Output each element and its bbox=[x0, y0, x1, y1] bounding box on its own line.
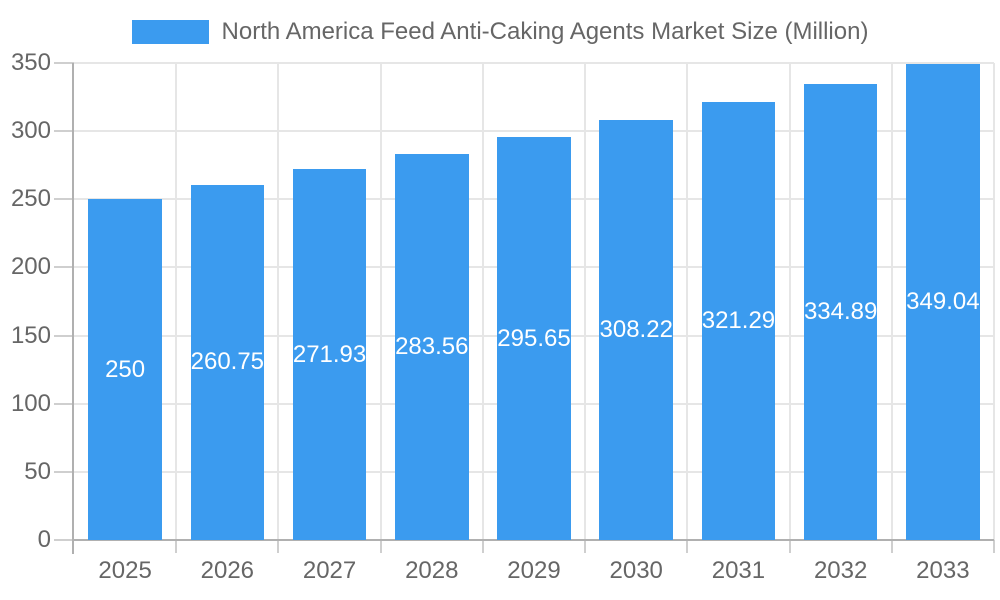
x-tick-label: 2031 bbox=[711, 557, 766, 584]
bar-value-label: 250 bbox=[105, 355, 146, 383]
bar-value-label: 349.04 bbox=[906, 288, 980, 316]
bar[interactable] bbox=[599, 119, 674, 540]
bar[interactable] bbox=[497, 137, 571, 540]
gridline-vertical bbox=[584, 63, 587, 540]
legend-label: North America Feed Anti-Caking Agents Ma… bbox=[221, 18, 869, 45]
x-axis-tick bbox=[686, 540, 689, 553]
y-axis-tick bbox=[54, 266, 74, 269]
gridline-vertical bbox=[379, 63, 382, 540]
y-tick-label: 0 bbox=[37, 526, 51, 553]
gridline-horizontal bbox=[74, 62, 994, 65]
y-axis-tick bbox=[54, 539, 74, 541]
y-axis-tick bbox=[54, 198, 74, 201]
x-axis-labels: 2025 2026 2027 2028 2029 2030 2031 2032 2033 bbox=[74, 557, 994, 587]
bar-value-label: 260.75 bbox=[190, 348, 265, 376]
bar-value-label: 321.29 bbox=[701, 307, 776, 335]
plot-area: 250 260.75 271.93 283.56 295.65 308.22 321.29 3… bbox=[54, 62, 995, 554]
bar-value-label: 295.65 bbox=[497, 324, 571, 352]
bar-value-label: 308.22 bbox=[599, 315, 673, 343]
bar[interactable] bbox=[906, 64, 980, 540]
gridline-vertical bbox=[277, 63, 280, 540]
chart-legend: North America Feed Anti-Caking Agents Ma… bbox=[0, 18, 1000, 46]
bar[interactable] bbox=[803, 83, 878, 540]
bar-value-label: 283.56 bbox=[395, 332, 469, 360]
y-axis-labels: 0 50 100 150 200 250 300 350 bbox=[0, 0, 60, 600]
x-tick-label: 2029 bbox=[507, 557, 561, 584]
x-axis-tick bbox=[584, 540, 587, 553]
legend-item[interactable]: North America Feed Anti-Caking Agents Ma… bbox=[131, 18, 869, 46]
x-tick-label: 2027 bbox=[302, 557, 357, 584]
y-tick-label: 100 bbox=[10, 389, 51, 417]
y-axis-tick bbox=[54, 470, 74, 473]
gridline-vertical bbox=[788, 63, 791, 540]
bar-value-label: 271.93 bbox=[292, 340, 367, 368]
x-axis-tick bbox=[788, 540, 791, 553]
gridline-vertical bbox=[993, 63, 995, 540]
y-tick-label: 50 bbox=[24, 457, 51, 485]
x-tick-label: 2028 bbox=[405, 557, 459, 584]
x-axis-tick bbox=[890, 540, 893, 553]
y-axis-tick bbox=[54, 62, 74, 65]
gridline-vertical bbox=[686, 63, 689, 540]
y-tick-label: 300 bbox=[10, 117, 51, 145]
x-axis-tick bbox=[993, 540, 995, 553]
gridline-vertical bbox=[175, 63, 178, 540]
x-tick-label: 2033 bbox=[916, 557, 970, 584]
bar[interactable] bbox=[190, 184, 265, 540]
bar[interactable] bbox=[88, 199, 162, 540]
y-axis-line bbox=[72, 63, 74, 554]
x-tick-label: 2030 bbox=[609, 557, 663, 584]
x-axis-tick bbox=[481, 540, 484, 553]
gridline-vertical bbox=[890, 63, 893, 540]
y-axis-tick bbox=[54, 402, 74, 405]
x-axis-line bbox=[72, 539, 994, 541]
y-tick-label: 200 bbox=[10, 253, 51, 281]
legend-swatch bbox=[131, 20, 209, 44]
x-axis-tick bbox=[277, 540, 280, 553]
x-axis-tick bbox=[175, 540, 178, 553]
bar-value-label: 334.89 bbox=[803, 297, 878, 325]
bar[interactable] bbox=[394, 153, 469, 540]
gridline-horizontal bbox=[74, 130, 994, 133]
x-tick-label: 2026 bbox=[200, 557, 255, 584]
bar[interactable] bbox=[292, 169, 367, 540]
x-tick-label: 2032 bbox=[813, 557, 868, 584]
x-axis-tick bbox=[379, 540, 382, 553]
y-axis-tick bbox=[54, 130, 74, 133]
y-axis-tick bbox=[54, 334, 74, 337]
y-tick-label: 150 bbox=[10, 321, 51, 349]
gridline-vertical bbox=[481, 63, 484, 540]
y-tick-label: 350 bbox=[10, 49, 51, 76]
bar[interactable] bbox=[701, 102, 776, 540]
x-tick-label: 2025 bbox=[98, 557, 152, 584]
y-tick-label: 250 bbox=[10, 185, 51, 213]
